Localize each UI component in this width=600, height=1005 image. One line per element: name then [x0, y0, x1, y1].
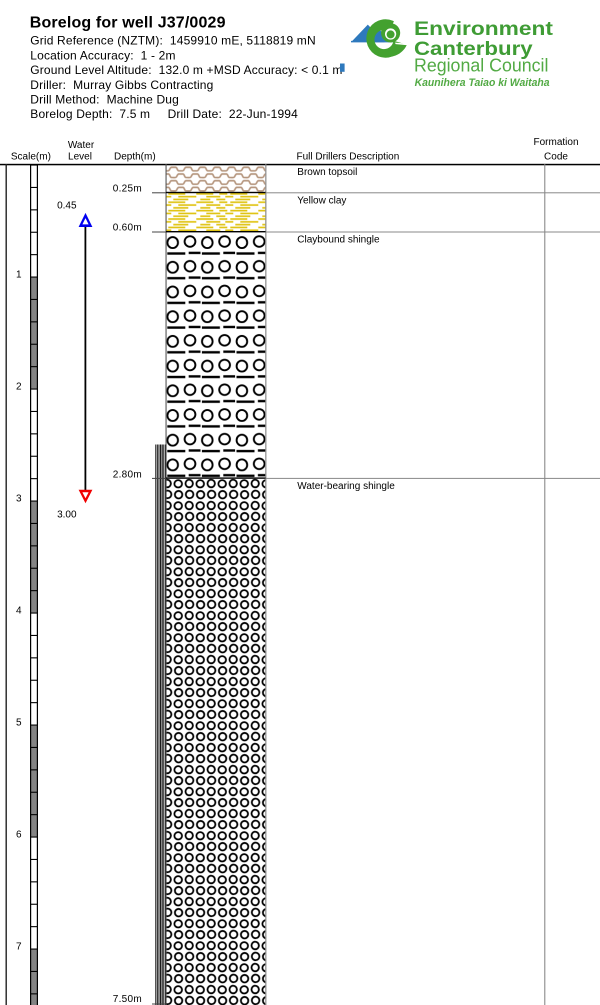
svg-text:0.25m: 0.25m — [113, 184, 142, 195]
svg-text:Canterbury: Canterbury — [414, 39, 533, 60]
svg-text:2.80m: 2.80m — [113, 470, 142, 481]
svg-text:2: 2 — [16, 382, 22, 393]
svg-text:Grid Reference (NZTM): 145991: Grid Reference (NZTM): 1459910 mE, 51188… — [30, 34, 315, 48]
svg-text:Code: Code — [544, 152, 568, 163]
svg-text:3: 3 — [16, 494, 22, 505]
svg-text:6: 6 — [16, 830, 22, 841]
svg-text:Regional Council: Regional Council — [414, 56, 548, 76]
svg-text:Kaunihera Taiao ki Waitaha: Kaunihera Taiao ki Waitaha — [415, 77, 550, 89]
svg-text:Drill Method: Machine Dug: Drill Method: Machine Dug — [30, 93, 179, 107]
svg-text:4: 4 — [16, 606, 22, 617]
svg-text:Level: Level — [68, 151, 92, 162]
svg-text:Full Drillers Description: Full Drillers Description — [297, 152, 400, 163]
svg-text:Brown topsoil: Brown topsoil — [297, 167, 357, 178]
svg-text:Scale(m): Scale(m) — [11, 151, 51, 162]
svg-text:Water-bearing shingle: Water-bearing shingle — [297, 481, 395, 492]
svg-text:Borelog for well J37/0029: Borelog for well J37/0029 — [30, 14, 226, 31]
svg-text:3.00: 3.00 — [57, 509, 77, 520]
svg-text:5: 5 — [16, 718, 22, 729]
svg-text:7: 7 — [16, 942, 22, 953]
svg-text:Borelog Depth: 7.5 m Dril: Borelog Depth: 7.5 m Drill Date: 22-Jun-… — [30, 107, 298, 121]
svg-text:Ground Level Altitude: 132.0: Ground Level Altitude: 132.0 m +MSD Accu… — [30, 63, 342, 77]
svg-text:0.45: 0.45 — [57, 201, 77, 212]
svg-text:0.60m: 0.60m — [113, 223, 142, 234]
svg-text:7.50m: 7.50m — [113, 994, 142, 1005]
svg-text:Depth(m): Depth(m) — [114, 151, 156, 162]
svg-text:Water: Water — [68, 140, 95, 151]
svg-text:Formation: Formation — [533, 137, 578, 148]
svg-text:Driller: Murray Gibbs Contrac: Driller: Murray Gibbs Contracting — [30, 78, 213, 92]
svg-text:Location Accuracy: 1 - 2m: Location Accuracy: 1 - 2m — [30, 48, 175, 62]
svg-text:Yellow clay: Yellow clay — [297, 195, 346, 206]
svg-text:Claybound shingle: Claybound shingle — [297, 234, 380, 245]
svg-text:1: 1 — [16, 270, 22, 281]
svg-text:Environment: Environment — [414, 19, 554, 40]
